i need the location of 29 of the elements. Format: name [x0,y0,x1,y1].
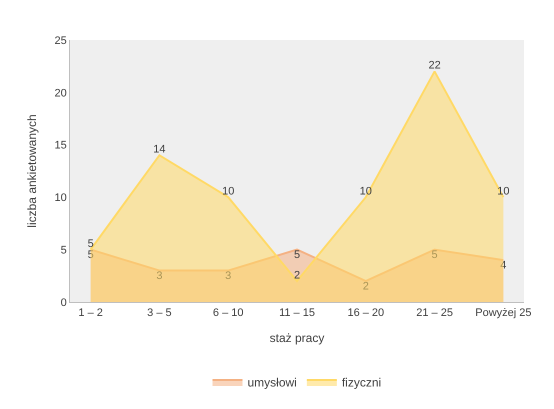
y-tick-label: 15 [54,140,67,152]
x-tick-label: 1 – 2 [78,307,103,320]
y-tick-label: 10 [54,192,67,204]
y-tick-label: 5 [60,244,67,256]
y-axis-title: liczba ankietowanych [24,114,39,228]
data-label: 5 [294,248,300,261]
data-label: 5 [88,248,94,261]
data-label: 3 [156,270,162,282]
data-label: 2 [362,280,369,292]
x-tick-label: Powyżej 25 [475,307,532,320]
x-tick-label: 16 – 20 [347,307,384,320]
legend-label: fizyczni [342,376,382,390]
data-label: 14 [153,144,166,156]
data-label: 22 [428,60,441,72]
y-tick-label: 25 [54,34,67,47]
data-label: 3 [225,270,232,282]
data-label: 5 [432,248,438,261]
data-label: 4 [500,259,506,272]
y-tick-label: 20 [54,87,67,100]
data-label: 10 [222,185,234,198]
x-tick-label: 21 – 25 [416,307,453,320]
legend-label: umysłowi [248,376,297,390]
data-label: 5 [88,238,94,250]
x-axis-title: staż pracy [270,331,324,346]
x-tick-label: 6 – 10 [212,307,244,320]
x-tick-label: 11 – 15 [279,307,315,320]
data-label: 2 [294,269,300,282]
y-tick-label: 0 [60,296,67,309]
x-tick-label: 3 – 5 [147,307,172,320]
